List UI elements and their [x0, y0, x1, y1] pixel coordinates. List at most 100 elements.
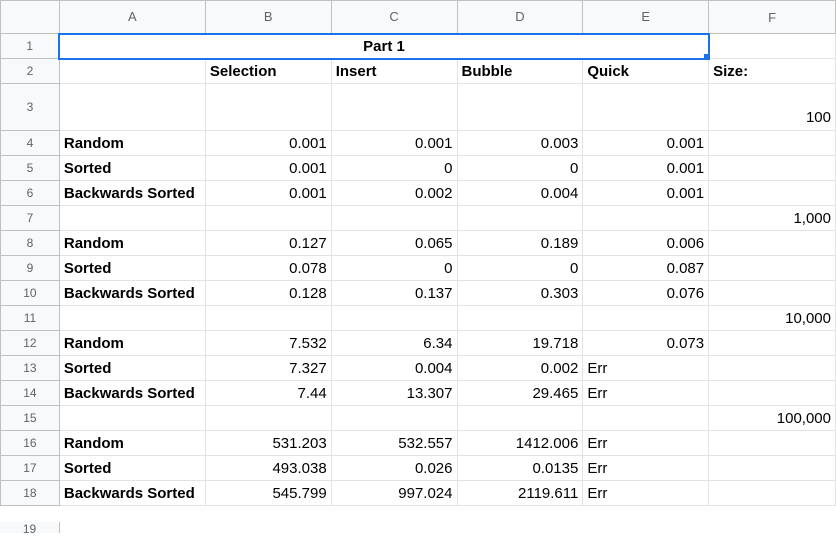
cell-f[interactable]: 10,000 [708, 305, 836, 331]
cell-e[interactable]: 0.001 [582, 180, 710, 206]
column-header-f[interactable]: F [708, 0, 836, 34]
cell-a[interactable]: Random [58, 230, 206, 256]
cell-a[interactable]: Backwards Sorted [58, 380, 206, 406]
row-header[interactable]: 6 [0, 180, 60, 206]
cell-e[interactable]: 0.001 [582, 130, 710, 156]
cell-b[interactable]: 0.078 [204, 255, 332, 281]
cell-b[interactable] [204, 405, 332, 431]
cell-d[interactable]: 19.718 [456, 330, 584, 356]
row-header[interactable]: 14 [0, 380, 60, 406]
cell-a[interactable]: Backwards Sorted [58, 480, 206, 506]
cell-b[interactable]: 7.532 [204, 330, 332, 356]
cell-e[interactable]: 0.076 [582, 280, 710, 306]
row-header[interactable]: 8 [0, 230, 60, 256]
cell-e[interactable]: Err [582, 355, 710, 381]
cell-a[interactable]: Random [58, 430, 206, 456]
cell-e[interactable] [582, 205, 710, 231]
cell-c[interactable]: 0.026 [330, 455, 458, 481]
row-header[interactable]: 1 [0, 33, 60, 59]
cell-f[interactable] [708, 130, 836, 156]
cell-b[interactable]: 0.001 [204, 155, 332, 181]
cell-a[interactable]: Random [58, 330, 206, 356]
cell-d[interactable]: 0.002 [456, 355, 584, 381]
cell-f[interactable] [708, 355, 836, 381]
cell-f[interactable] [708, 330, 836, 356]
cell-a[interactable]: Sorted [58, 455, 206, 481]
row-header[interactable]: 11 [0, 305, 60, 331]
cell-d[interactable]: 0 [456, 155, 584, 181]
cell-b[interactable]: 0.128 [204, 280, 332, 306]
cell-f[interactable] [708, 180, 836, 206]
cell-e[interactable] [582, 305, 710, 331]
cell-d[interactable] [456, 405, 584, 431]
cell-b[interactable] [204, 205, 332, 231]
cell-b[interactable]: 7.44 [204, 380, 332, 406]
cell-d[interactable]: 0.0135 [456, 455, 584, 481]
cell-e[interactable]: 0.001 [582, 155, 710, 181]
cell-d[interactable]: 2119.611 [456, 480, 584, 506]
row-header[interactable]: 15 [0, 405, 60, 431]
cell-a[interactable] [58, 205, 206, 231]
selected-merged-cell[interactable]: Part 1 [58, 32, 710, 60]
cell-c[interactable] [330, 205, 458, 231]
cell-d[interactable]: 0.004 [456, 180, 584, 206]
column-header-a[interactable]: A [58, 0, 206, 34]
cell-e[interactable]: Err [582, 380, 710, 406]
cell-d[interactable]: 0.003 [456, 130, 584, 156]
cell-c[interactable]: 0.004 [330, 355, 458, 381]
cell-f[interactable] [708, 430, 836, 456]
cell-a[interactable]: Random [58, 130, 206, 156]
cell-f[interactable] [708, 155, 836, 181]
fill-handle[interactable] [702, 52, 707, 57]
cell-d[interactable]: 0 [456, 255, 584, 281]
column-header-b[interactable]: B [204, 0, 332, 34]
cell-f[interactable] [708, 33, 836, 59]
cell-b[interactable]: 0.001 [204, 180, 332, 206]
cell-c[interactable] [330, 405, 458, 431]
cell-a[interactable]: Sorted [58, 255, 206, 281]
cell-d[interactable]: Bubble [456, 58, 584, 84]
cell-f[interactable] [708, 255, 836, 281]
cell-d[interactable]: 29.465 [456, 380, 584, 406]
cell-a[interactable] [58, 405, 206, 431]
cell-b[interactable] [204, 305, 332, 331]
row-header[interactable]: 12 [0, 330, 60, 356]
select-all-corner[interactable] [0, 0, 60, 34]
column-header-c[interactable]: C [330, 0, 458, 34]
cell-e[interactable]: 0.006 [582, 230, 710, 256]
cell-b[interactable]: 0.127 [204, 230, 332, 256]
cell-c[interactable]: 997.024 [330, 480, 458, 506]
row-header[interactable]: 9 [0, 255, 60, 281]
cell-b[interactable] [204, 83, 332, 131]
cell-c[interactable]: 0.002 [330, 180, 458, 206]
row-header[interactable]: 5 [0, 155, 60, 181]
row-header[interactable]: 4 [0, 130, 60, 156]
cell-a[interactable]: Sorted [58, 355, 206, 381]
cell-e[interactable]: Quick [582, 58, 710, 84]
cell-c[interactable]: 0 [330, 155, 458, 181]
cell-c[interactable] [330, 83, 458, 131]
cell-b[interactable]: 493.038 [204, 455, 332, 481]
cell-b[interactable]: 531.203 [204, 430, 332, 456]
cell-c[interactable]: 0.137 [330, 280, 458, 306]
cell-c[interactable]: 0 [330, 255, 458, 281]
row-header[interactable]: 3 [0, 83, 60, 131]
column-header-e[interactable]: E [582, 0, 710, 34]
cell-f[interactable] [708, 380, 836, 406]
row-header[interactable]: 7 [0, 205, 60, 231]
cell-a[interactable]: Backwards Sorted [58, 180, 206, 206]
cell-f[interactable] [708, 480, 836, 506]
row-header[interactable]: 10 [0, 280, 60, 306]
cell-c[interactable]: Insert [330, 58, 458, 84]
cell-f[interactable] [708, 230, 836, 256]
cell-a[interactable] [58, 83, 206, 131]
cell-c[interactable]: 0.065 [330, 230, 458, 256]
cell-f[interactable]: 100,000 [708, 405, 836, 431]
cell-e[interactable]: Err [582, 430, 710, 456]
cell-e[interactable]: 0.087 [582, 255, 710, 281]
cell-d[interactable]: 1412.006 [456, 430, 584, 456]
row-header[interactable]: 18 [0, 480, 60, 506]
cell-c[interactable]: 6.34 [330, 330, 458, 356]
cell-d[interactable] [456, 305, 584, 331]
row-header-19[interactable] [0, 522, 60, 533]
